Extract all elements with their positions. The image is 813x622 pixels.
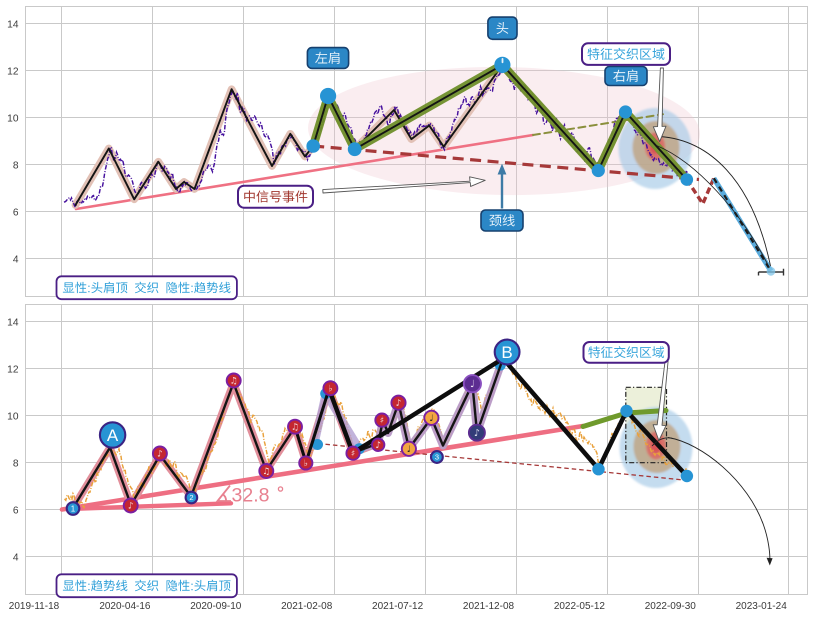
svg-text:12: 12 bbox=[7, 364, 19, 375]
svg-text:2020-04-16: 2020-04-16 bbox=[99, 601, 151, 612]
svg-text:2022-09-30: 2022-09-30 bbox=[645, 601, 697, 612]
svg-text:3: 3 bbox=[435, 453, 439, 462]
svg-text:2019-11-18: 2019-11-18 bbox=[9, 601, 60, 612]
svg-text:32.8: 32.8 bbox=[232, 485, 270, 507]
svg-text:1: 1 bbox=[71, 504, 76, 513]
svg-text:6: 6 bbox=[13, 207, 19, 218]
svg-text:6: 6 bbox=[13, 505, 19, 516]
svg-text:8: 8 bbox=[13, 160, 19, 171]
svg-text:2021-12-08: 2021-12-08 bbox=[463, 601, 515, 612]
svg-text:2021-02-08: 2021-02-08 bbox=[281, 601, 333, 612]
svg-text:A: A bbox=[107, 426, 119, 445]
svg-text:10: 10 bbox=[7, 113, 19, 124]
svg-text:2021-07-12: 2021-07-12 bbox=[372, 601, 424, 612]
svg-text:12: 12 bbox=[7, 66, 19, 77]
svg-text:14: 14 bbox=[7, 19, 19, 30]
svg-text:2020-09-10: 2020-09-10 bbox=[190, 601, 242, 612]
svg-text:14: 14 bbox=[7, 317, 19, 328]
svg-text:B: B bbox=[501, 343, 512, 362]
svg-text:2: 2 bbox=[189, 493, 193, 502]
svg-text:2022-05-12: 2022-05-12 bbox=[554, 601, 606, 612]
svg-text:8: 8 bbox=[13, 458, 19, 469]
svg-text:4: 4 bbox=[13, 254, 19, 265]
svg-text:10: 10 bbox=[7, 411, 19, 422]
svg-text:4: 4 bbox=[13, 552, 19, 563]
svg-text:2023-01-24: 2023-01-24 bbox=[736, 601, 788, 612]
